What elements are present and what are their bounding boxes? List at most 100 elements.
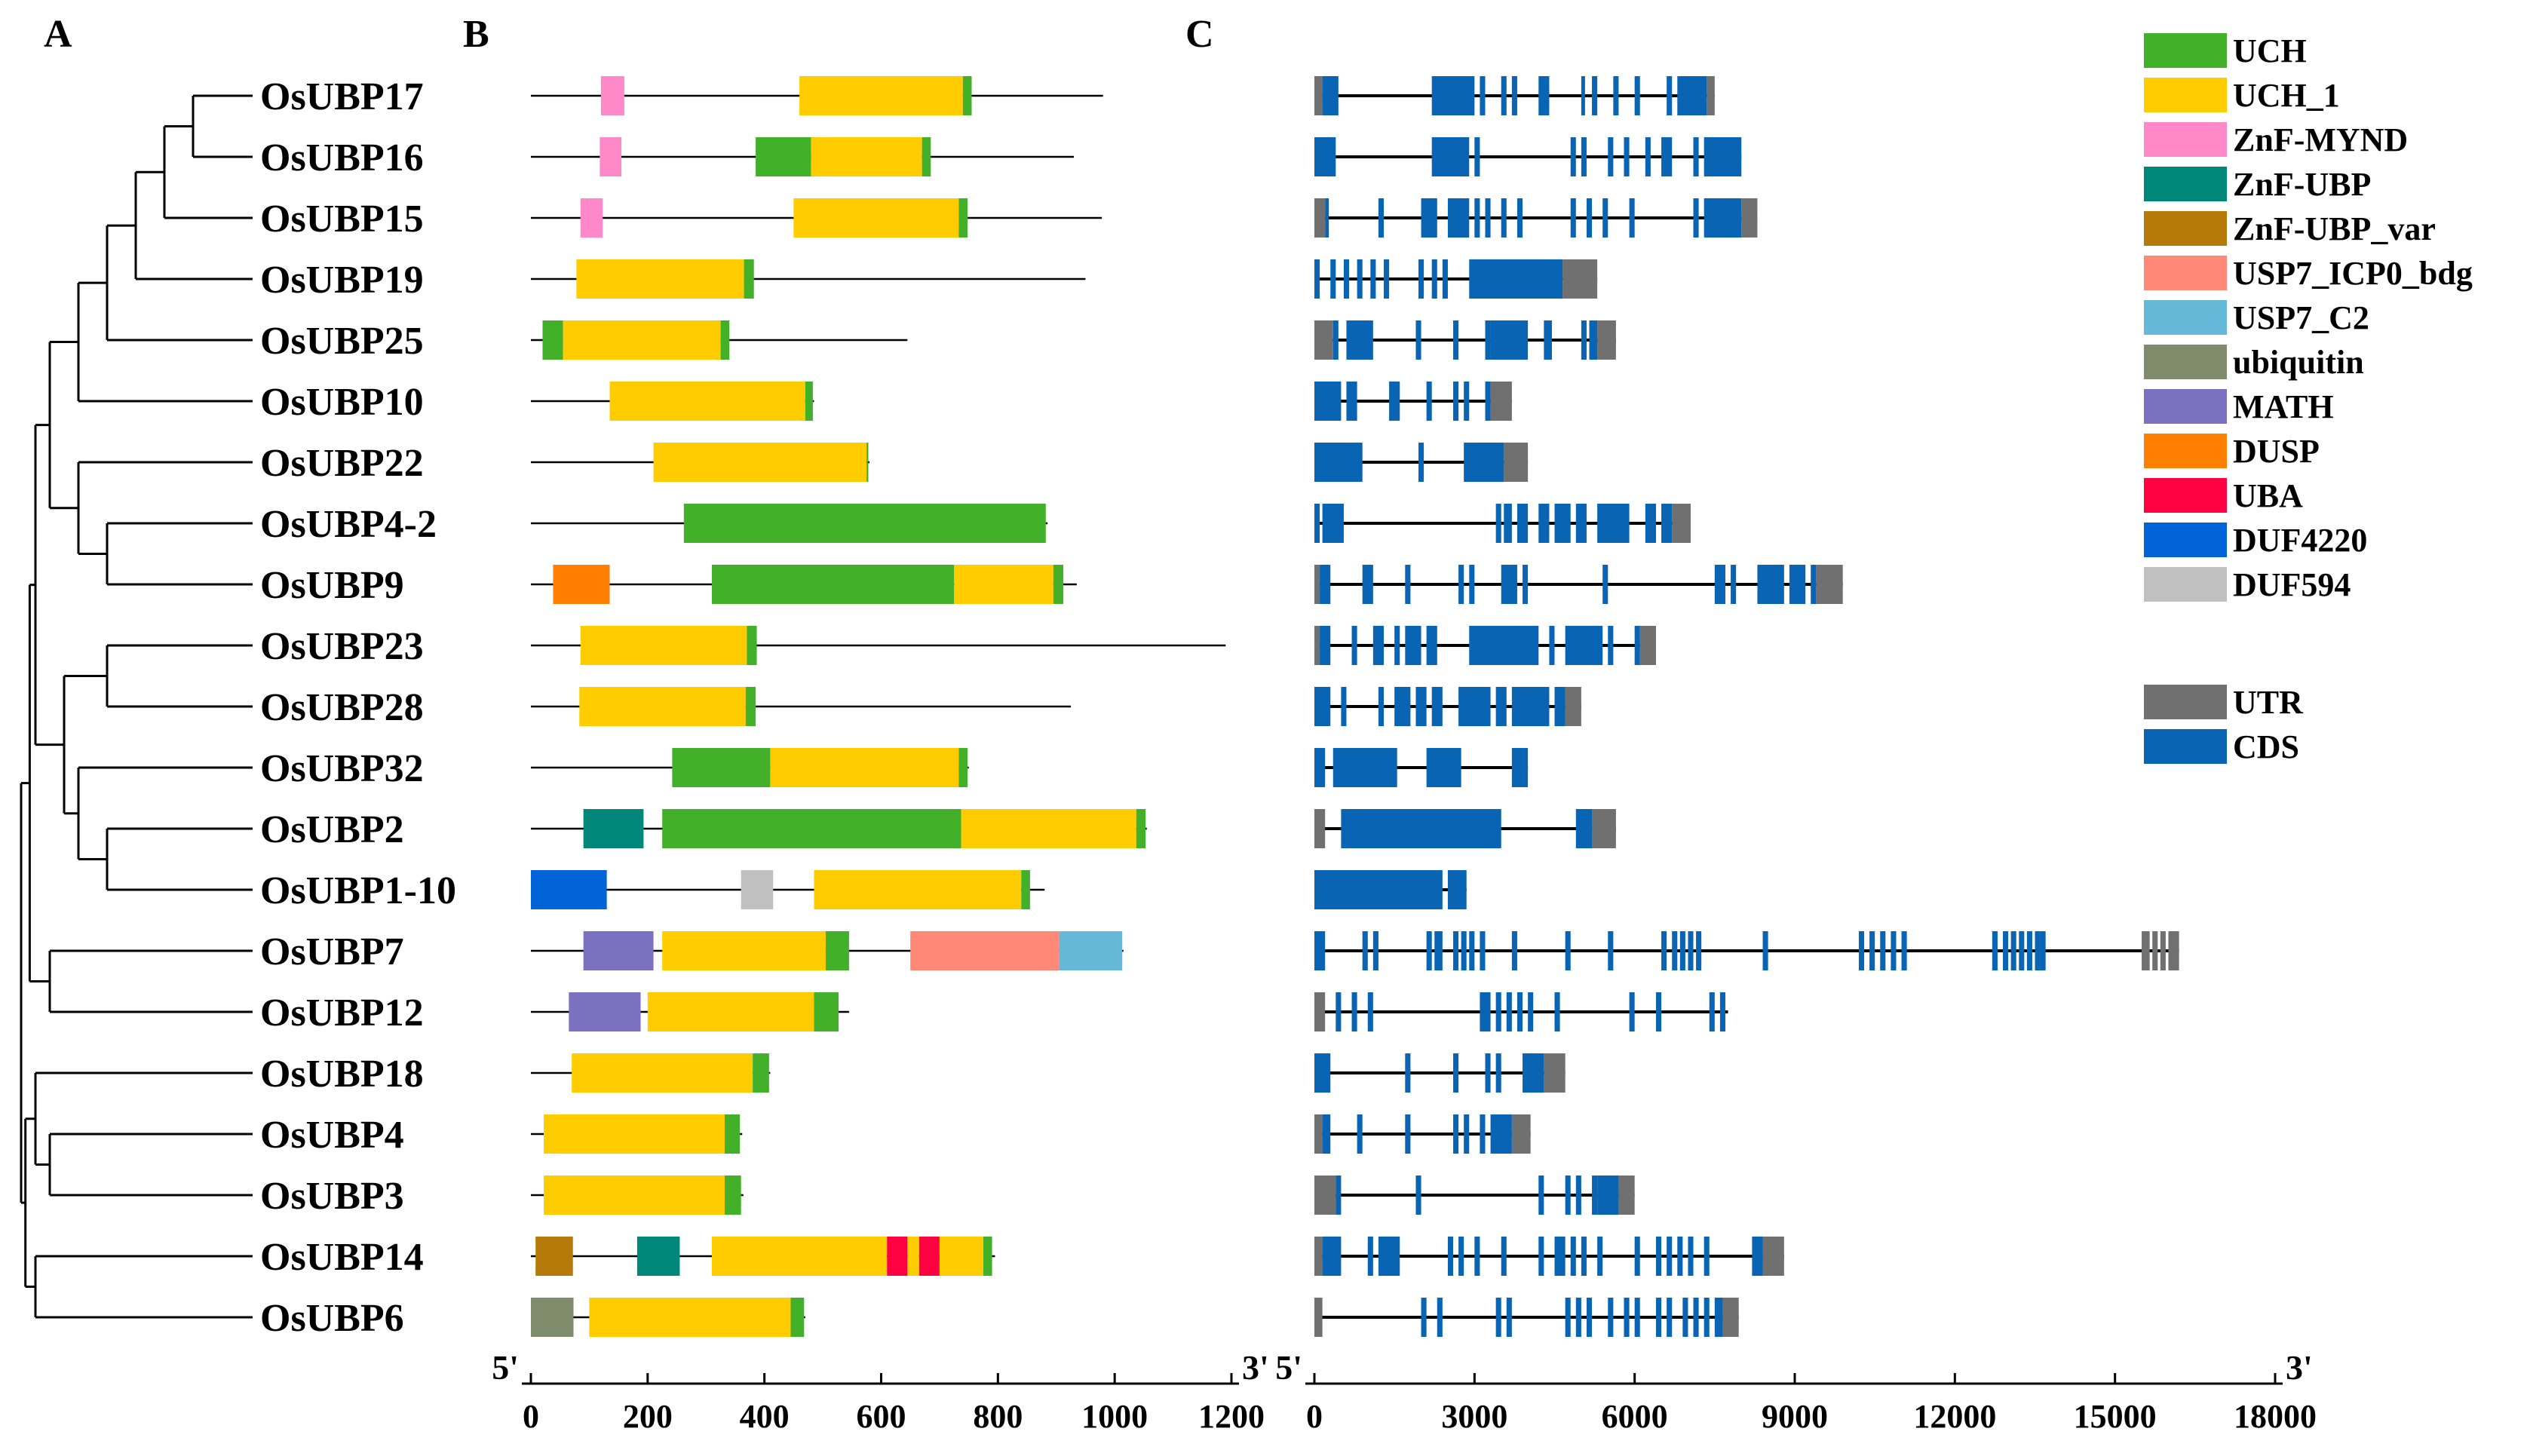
cds-osubp28: [1415, 687, 1427, 726]
gene-label-osubp12: OsUBP12: [260, 992, 424, 1035]
cds-osubp23: [1351, 626, 1357, 665]
domain-usp7-icp0-bdg-osubp7: [910, 931, 1060, 970]
cds-osubp14: [1677, 1237, 1683, 1276]
protein-tick-label-1000: 1000: [1081, 1398, 1148, 1435]
cds-osubp32: [1523, 748, 1529, 787]
utr-osubp19: [1562, 259, 1598, 299]
cds-osubp15: [1501, 198, 1507, 238]
utr-osubp4: [1511, 1114, 1531, 1154]
cds-osubp14: [1597, 1237, 1603, 1276]
cds-osubp12: [1709, 992, 1715, 1031]
cds-osubp14: [1367, 1237, 1373, 1276]
utr-osubp7: [2160, 931, 2166, 970]
cds-osubp17: [1480, 76, 1486, 115]
cds-osubp10: [1346, 382, 1357, 421]
cds-osubp23: [1469, 626, 1539, 665]
cds-osubp6: [1608, 1298, 1614, 1337]
cds-osubp16: [1431, 137, 1470, 176]
legend-swatch-ubiquitin: [2144, 345, 2227, 379]
domain-uch-osubp18: [753, 1053, 769, 1093]
domain-znf-mynd-osubp15: [580, 198, 603, 238]
cds-osubp9: [1501, 565, 1517, 604]
cds-osubp16: [1474, 137, 1480, 176]
cds-osubp7: [1858, 931, 1865, 970]
utr-osubp7: [2168, 931, 2174, 970]
cds-osubp4-2: [1314, 504, 1320, 543]
cds-osubp17: [1501, 76, 1507, 115]
gene-labels: OsUBP17 OsUBP16 OsUBP15 OsUBP19 OsUBP25 OsUBP…: [260, 75, 456, 1340]
cds-osubp14: [1458, 1237, 1464, 1276]
domain-znf-ubp-osubp14: [636, 1237, 680, 1276]
cds-osubp12: [1495, 992, 1501, 1031]
domain-uch-osubp22: [866, 443, 869, 482]
legend-label-duf4220: DUF4220: [2233, 522, 2367, 559]
cds-osubp19: [1314, 259, 1320, 299]
domain-znf-mynd-osubp16: [600, 137, 621, 176]
domain-uch-osubp6: [790, 1298, 805, 1337]
cds-osubp15: [1378, 198, 1385, 238]
gene-label-osubp9: OsUBP9: [260, 564, 404, 607]
cds-osubp7: [1762, 931, 1768, 970]
cds-osubp32: [1314, 748, 1326, 787]
cds-osubp7: [1426, 931, 1432, 970]
domain-math-osubp12: [569, 992, 641, 1031]
domain-uch-1-osubp19: [576, 259, 744, 299]
cds-osubp4-2: [1661, 504, 1673, 543]
cds-osubp6: [1495, 1298, 1501, 1337]
utr-osubp6: [1722, 1298, 1739, 1337]
cds-osubp19: [1370, 259, 1376, 299]
legend-swatch-znf-ubp-var: [2144, 211, 2227, 246]
cds-osubp9: [1714, 565, 1725, 604]
legend-swatch-math: [2144, 389, 2227, 424]
domain-uch-osubp1-10: [1021, 870, 1030, 909]
gene-label-osubp6: OsUBP6: [260, 1297, 404, 1340]
cds-osubp14: [1322, 1237, 1342, 1276]
utr-osubp12: [1314, 992, 1326, 1031]
cds-osubp14: [1570, 1237, 1576, 1276]
cds-osubp9: [1458, 565, 1464, 604]
cds-osubp9: [1405, 565, 1411, 604]
legend-label-usp7-icp0-bdg: USP7_ICP0_bdg: [2233, 255, 2473, 292]
cds-osubp3: [1336, 1176, 1342, 1215]
cds-osubp17: [1538, 76, 1550, 115]
gene-label-osubp10: OsUBP10: [260, 381, 424, 424]
cds-osubp7: [1661, 931, 1667, 970]
cds-osubp16: [1608, 137, 1614, 176]
utr-osubp3: [1314, 1176, 1336, 1215]
cds-osubp6: [1575, 1298, 1581, 1337]
cds-osubp19: [1357, 259, 1363, 299]
utr-osubp7: [2152, 931, 2158, 970]
domain-uch-1-osubp23: [580, 626, 747, 665]
legend-label-znf-mynd: ZnF-MYND: [2233, 121, 2408, 158]
cds-osubp4-2: [1322, 504, 1344, 543]
domain-ubiquitin-osubp6: [531, 1298, 574, 1337]
utr-osubp17: [1314, 76, 1323, 115]
legend-label-uch-1: UCH_1: [2233, 77, 2340, 114]
domain-uch-1-osubp1-10: [814, 870, 1022, 909]
domain-uch-osubp14: [983, 1237, 992, 1276]
cds-osubp7: [2035, 931, 2041, 970]
domain-uba-osubp14: [918, 1237, 940, 1276]
cds-osubp17: [1677, 76, 1707, 115]
cds-osubp4: [1464, 1114, 1470, 1154]
protein-length-axis: 0 200 400 600 800 1000 1200 5' 3': [492, 1348, 1269, 1435]
cds-osubp10: [1485, 382, 1491, 421]
gene-tick-label-3000: 3000: [1441, 1398, 1507, 1435]
domain-duf594-osubp1-10: [741, 870, 774, 909]
gene-label-osubp7: OsUBP7: [260, 930, 404, 973]
cds-osubp19: [1384, 259, 1390, 299]
cds-osubp12: [1516, 992, 1523, 1031]
cds-osubp7: [1434, 931, 1443, 970]
cds-osubp9: [1523, 565, 1529, 604]
domain-uch-1-osubp12: [647, 992, 814, 1031]
cds-osubp18: [1485, 1053, 1491, 1093]
cds-osubp14: [1688, 1237, 1694, 1276]
domain-uch-1-osubp18: [572, 1053, 753, 1093]
gene-end-label: 3': [2286, 1348, 2313, 1387]
cds-osubp23: [1608, 626, 1614, 665]
domain-uch-osubp25: [542, 320, 563, 360]
domain-uch-1-osubp6: [589, 1298, 791, 1337]
utr-osubp18: [1544, 1053, 1566, 1093]
cds-osubp16: [1570, 137, 1576, 176]
cds-osubp17: [1667, 76, 1673, 115]
